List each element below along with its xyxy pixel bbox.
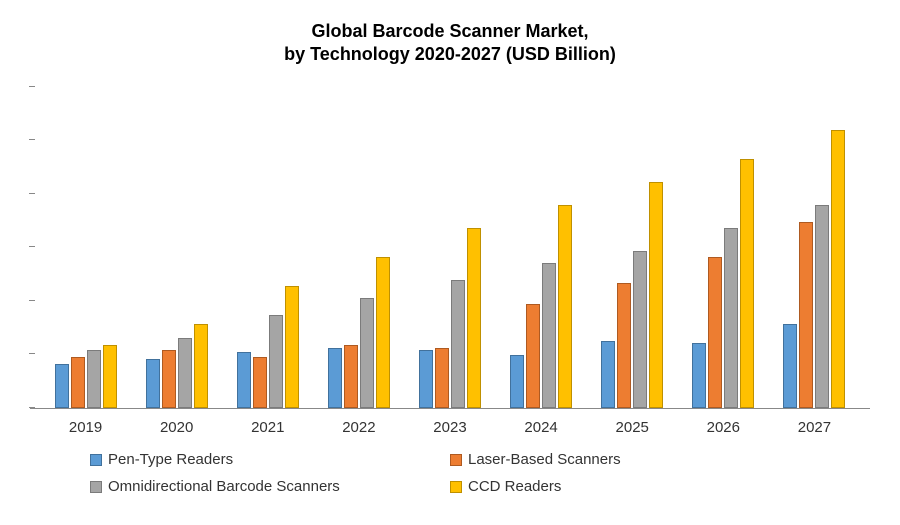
bar <box>344 345 358 408</box>
chart-title-line1: Global Barcode Scanner Market, <box>30 20 870 43</box>
bar <box>162 350 176 408</box>
legend-item: Laser-Based Scanners <box>450 451 810 468</box>
bar <box>435 348 449 408</box>
bar-group <box>587 182 678 408</box>
bar <box>831 130 845 408</box>
x-axis-label: 2021 <box>222 419 313 436</box>
bar <box>783 324 797 408</box>
y-tick <box>29 139 35 140</box>
legend-swatch <box>450 481 462 493</box>
bar <box>724 228 738 408</box>
bar <box>71 357 85 408</box>
bar <box>708 257 722 408</box>
legend-swatch <box>450 454 462 466</box>
legend-item: CCD Readers <box>450 478 810 495</box>
x-axis-label: 2019 <box>40 419 131 436</box>
bar <box>633 251 647 408</box>
bar <box>692 343 706 408</box>
bar <box>285 286 299 408</box>
x-axis-label: 2026 <box>678 419 769 436</box>
x-axis-label: 2024 <box>496 419 587 436</box>
chart-area: 201920202021202220232024202520262027 Pen… <box>30 87 870 505</box>
bar <box>376 257 390 408</box>
x-axis-label: 2025 <box>587 419 678 436</box>
chart-title: Global Barcode Scanner Market, by Techno… <box>30 20 870 67</box>
bar <box>194 324 208 408</box>
x-axis-label: 2027 <box>769 419 860 436</box>
bar <box>269 315 283 408</box>
legend: Pen-Type Readers Laser-Based Scanners Omni… <box>30 436 870 505</box>
legend-swatch <box>90 454 102 466</box>
bar <box>740 159 754 408</box>
bar <box>617 283 631 408</box>
bar <box>510 355 524 408</box>
x-axis-label: 2020 <box>131 419 222 436</box>
y-tick <box>29 407 35 408</box>
y-tick <box>29 300 35 301</box>
bar-group <box>313 257 404 408</box>
y-tick <box>29 193 35 194</box>
bar-group <box>222 286 313 408</box>
chart-title-line2: by Technology 2020-2027 (USD Billion) <box>30 43 870 66</box>
x-axis: 201920202021202220232024202520262027 <box>30 409 870 436</box>
plot-area <box>30 87 870 409</box>
bar <box>558 205 572 408</box>
bar-group <box>404 228 495 408</box>
bar <box>526 304 540 408</box>
bar <box>146 359 160 408</box>
bar-group <box>40 345 131 408</box>
bar <box>815 205 829 408</box>
bar-group <box>131 324 222 408</box>
bar-group <box>678 159 769 408</box>
bar-group <box>769 130 860 408</box>
y-tick <box>29 246 35 247</box>
bar <box>542 263 556 408</box>
y-tick <box>29 353 35 354</box>
bar <box>103 345 117 408</box>
bar <box>253 357 267 408</box>
legend-label: CCD Readers <box>468 478 561 495</box>
bar <box>328 348 342 408</box>
x-axis-label: 2023 <box>404 419 495 436</box>
legend-label: Pen-Type Readers <box>108 451 233 468</box>
bar-group <box>496 205 587 408</box>
bar <box>237 352 251 408</box>
bar <box>360 298 374 408</box>
bar <box>87 350 101 408</box>
bar <box>451 280 465 408</box>
bar <box>178 338 192 408</box>
legend-item: Omnidirectional Barcode Scanners <box>90 478 450 495</box>
x-axis-label: 2022 <box>313 419 404 436</box>
bar <box>601 341 615 408</box>
bar <box>799 222 813 408</box>
legend-label: Omnidirectional Barcode Scanners <box>108 478 340 495</box>
legend-label: Laser-Based Scanners <box>468 451 621 468</box>
y-tick <box>29 86 35 87</box>
legend-swatch <box>90 481 102 493</box>
legend-item: Pen-Type Readers <box>90 451 450 468</box>
bar <box>467 228 481 408</box>
bar <box>419 350 433 408</box>
bar <box>649 182 663 408</box>
bar <box>55 364 69 408</box>
